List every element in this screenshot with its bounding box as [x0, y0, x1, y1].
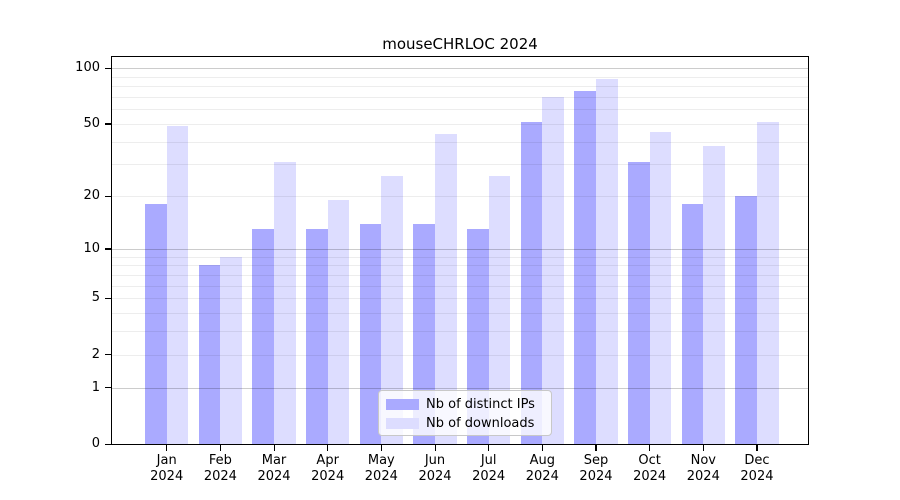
x-tick-month: May: [367, 453, 395, 468]
bar-ips-dec: [735, 196, 757, 444]
x-tick-year: 2024: [150, 469, 184, 484]
x-tick-month: Jun: [424, 453, 446, 468]
bar-downloads-aug: [542, 96, 565, 444]
y-tick-label: 0: [91, 436, 100, 451]
x-tick-mark: [702, 445, 705, 451]
y-tick-mark: [105, 443, 111, 445]
x-tick-month: Jul: [480, 453, 497, 468]
y-tick-label: 5: [91, 290, 100, 306]
bar-ips-mar: [252, 229, 275, 444]
x-tick-year: 2024: [579, 469, 613, 484]
x-tick-label-dec: Dec 2024: [725, 453, 789, 485]
x-tick-mark: [219, 445, 222, 451]
x-tick-label-feb: Feb 2024: [188, 453, 252, 485]
x-tick-mark: [595, 445, 597, 451]
bar-ips-jan: [144, 204, 167, 444]
x-tick-year: 2024: [633, 469, 667, 484]
bar-ips-aug: [520, 122, 543, 444]
bar-ips-jun: [413, 223, 435, 444]
x-tick-month: Mar: [261, 453, 287, 468]
legend-label-downloads: Nb of downloads: [426, 416, 535, 431]
y-tick-mark: [105, 123, 111, 125]
y-tick-label: 20: [83, 188, 100, 204]
y-tick-label: 50: [83, 115, 100, 131]
bar-downloads-sep: [595, 78, 618, 444]
x-tick-year: 2024: [740, 469, 774, 484]
y-tick-label: 2: [91, 346, 100, 362]
x-tick-year: 2024: [686, 469, 720, 484]
y-tick-mark: [105, 248, 111, 250]
x-tick-label-aug: Aug 2024: [510, 453, 574, 485]
x-tick-label-apr: Apr 2024: [296, 453, 360, 485]
x-tick-label-sep: Sep 2024: [564, 453, 628, 485]
y-tick-label: 100: [75, 60, 100, 76]
x-tick-label-mar: Mar 2024: [242, 453, 306, 485]
bar-downloads-feb: [220, 256, 243, 444]
x-tick-month: Apr: [316, 453, 339, 468]
x-tick-year: 2024: [311, 469, 345, 484]
bar-downloads-apr: [327, 200, 350, 444]
bar-downloads-jan: [166, 125, 189, 444]
y-tick-label: 10: [83, 240, 100, 256]
x-tick-mark: [756, 445, 758, 451]
x-tick-mark: [166, 445, 168, 451]
x-tick-month: Aug: [529, 453, 555, 468]
x-tick-year: 2024: [203, 469, 237, 484]
bar-ips-may: [359, 223, 382, 444]
x-tick-mark: [541, 445, 544, 451]
x-tick-month: Sep: [583, 453, 609, 468]
y-tick-mark: [105, 354, 111, 356]
bars-layer: [112, 57, 808, 444]
x-tick-mark: [273, 445, 275, 451]
x-tick-mark: [434, 445, 436, 451]
y-tick-label: 1: [91, 379, 100, 395]
x-tick-label-oct: Oct 2024: [618, 453, 682, 485]
bar-downloads-nov: [703, 145, 726, 444]
y-tick-mark: [105, 387, 111, 389]
x-tick-label-nov: Nov 2024: [671, 453, 735, 485]
y-tick-mark: [105, 195, 111, 197]
bar-ips-sep: [574, 91, 596, 444]
bar-downloads-mar: [274, 161, 296, 444]
x-tick-mark: [327, 445, 329, 451]
bar-ips-feb: [198, 265, 221, 444]
legend-item-downloads: Nb of downloads: [386, 414, 543, 433]
legend-swatch-distinct-ips: [386, 399, 419, 410]
x-tick-year: 2024: [364, 469, 398, 484]
legend: Nb of distinct IPs Nb of downloads: [378, 390, 552, 436]
legend-label-distinct-ips: Nb of distinct IPs: [426, 397, 535, 412]
x-tick-mark: [380, 445, 383, 451]
x-tick-month: Jan: [156, 453, 177, 468]
x-tick-month: Nov: [690, 453, 716, 468]
bar-downloads-jun: [435, 134, 457, 444]
y-tick-mark: [105, 67, 111, 70]
plot-area: Nb of distinct IPs Nb of downloads: [111, 56, 809, 445]
legend-swatch-downloads: [386, 418, 419, 429]
y-tick-mark: [105, 297, 111, 299]
x-tick-label-jun: Jun 2024: [403, 453, 467, 485]
x-tick-month: Feb: [208, 453, 232, 468]
chart-title: mouseCHRLOC 2024: [382, 35, 538, 53]
x-tick-label-may: May 2024: [349, 453, 413, 485]
bar-downloads-may: [381, 175, 404, 444]
x-tick-year: 2024: [257, 469, 291, 484]
bar-ips-nov: [681, 204, 704, 444]
x-tick-month: Oct: [638, 453, 661, 468]
x-tick-year: 2024: [472, 469, 506, 484]
bar-ips-apr: [305, 229, 328, 444]
bar-downloads-oct: [649, 132, 672, 444]
bar-downloads-dec: [756, 122, 779, 444]
x-tick-label-jan: Jan 2024: [135, 453, 199, 485]
legend-item-distinct-ips: Nb of distinct IPs: [386, 395, 543, 414]
x-tick-year: 2024: [418, 469, 452, 484]
x-tick-month: Dec: [744, 453, 770, 468]
x-tick-year: 2024: [525, 469, 559, 484]
bar-ips-oct: [627, 161, 650, 444]
x-tick-mark: [649, 445, 651, 451]
x-tick-mark: [488, 445, 490, 451]
x-tick-label-jul: Jul 2024: [457, 453, 521, 485]
bar-downloads-jul: [488, 175, 511, 444]
